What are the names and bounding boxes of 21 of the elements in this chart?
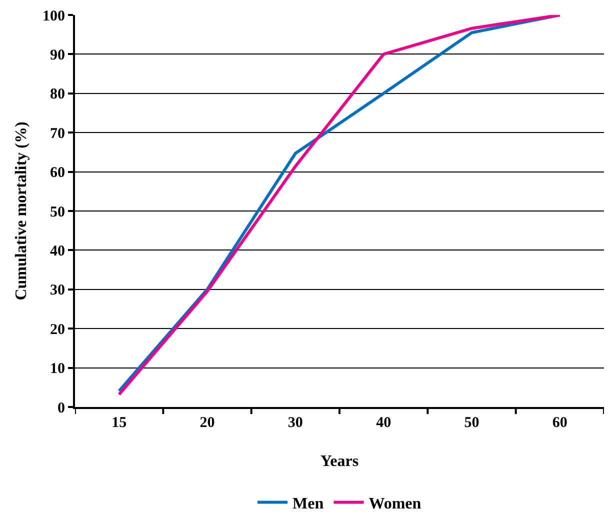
y-tick-label: 80 — [50, 86, 65, 103]
x-tick-label: 50 — [464, 415, 480, 431]
x-tick-label: 30 — [288, 415, 303, 431]
legend-label: Women — [368, 496, 422, 513]
y-tick-label: 0 — [58, 400, 65, 416]
y-tick-label: 100 — [42, 8, 65, 24]
y-tick-label: 50 — [50, 204, 65, 220]
y-tick-label: 40 — [50, 243, 65, 260]
y-tick-label: 60 — [50, 165, 65, 182]
y-tick-label: 70 — [50, 126, 65, 142]
y-tick-label: 10 — [50, 361, 65, 378]
x-tick-label: 20 — [200, 415, 215, 431]
y-tick-label: 30 — [50, 282, 65, 299]
y-tick-label: 20 — [50, 322, 65, 338]
y-axis-title: Cumulative mortality (%) — [12, 122, 30, 300]
x-tick-label: 60 — [552, 415, 568, 431]
y-tick-label: 90 — [50, 47, 65, 64]
x-axis-title: Years — [320, 453, 359, 470]
x-tick-label: 40 — [376, 415, 392, 431]
x-tick-label: 15 — [112, 415, 127, 431]
legend-label: Men — [292, 496, 324, 513]
